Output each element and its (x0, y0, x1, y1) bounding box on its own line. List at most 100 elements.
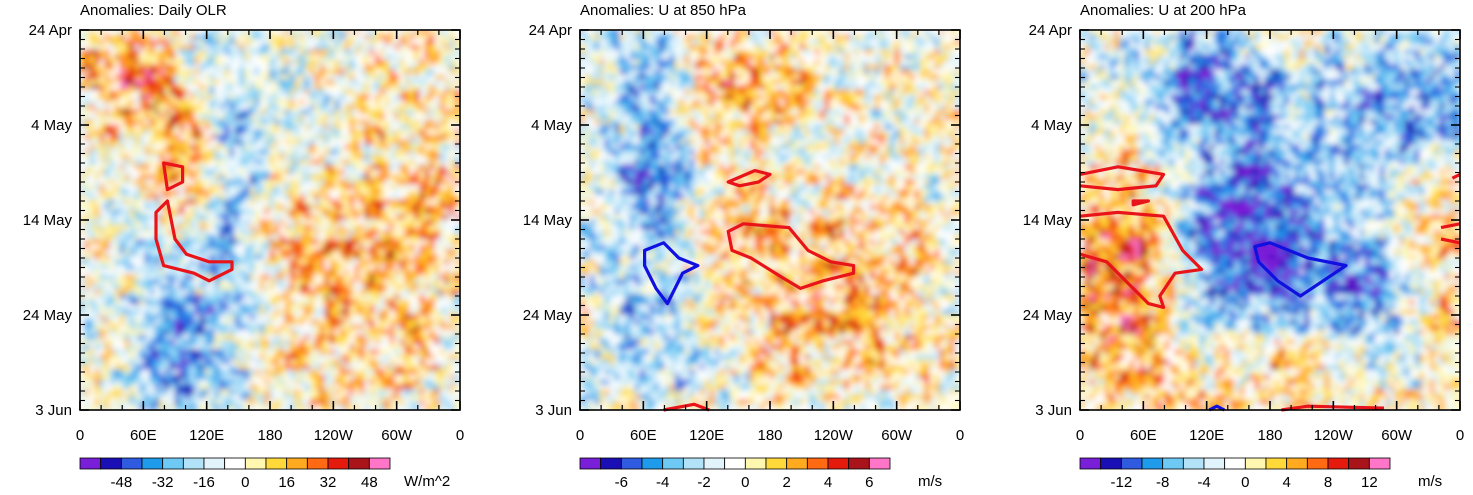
heatmap-field (1080, 30, 1460, 410)
y-tick-label: 14 May (523, 212, 573, 229)
colorbar-swatch (1079, 457, 1102, 470)
x-tick-label: 120W (314, 427, 354, 444)
colorbar-swatch (1203, 457, 1226, 470)
x-tick-label: 180 (1257, 427, 1282, 444)
colorbar-label: -8 (1156, 474, 1169, 491)
colorbar-swatch (682, 457, 705, 470)
x-tick-label: 180 (257, 427, 282, 444)
y-tick-label: 14 May (1023, 212, 1073, 229)
x-tick-label: 60E (630, 427, 657, 444)
colorbar-label: 16 (278, 474, 295, 491)
colorbar-swatch (79, 457, 102, 470)
y-tick-label: 14 May (23, 212, 73, 229)
y-tick-label: 3 Jun (535, 402, 572, 419)
contour-red (1440, 222, 1461, 245)
colorbar-swatch (306, 457, 329, 470)
colorbar-swatch (120, 457, 143, 470)
contour-red (726, 222, 856, 290)
colorbar-swatch (1368, 457, 1391, 470)
colorbar-swatch (368, 457, 391, 470)
contour-lines (1079, 165, 1461, 412)
colorbar-swatch (744, 457, 767, 470)
axis-ticks: 0 60E 120E 180 120W 60W 0 24 Apr 4 May 14 May 24 M… (23, 22, 464, 444)
x-tick-label: 0 (1456, 427, 1464, 444)
colorbar-swatch (327, 457, 350, 470)
contour-red (663, 402, 710, 412)
y-tick-label: 4 May (531, 117, 572, 134)
colorbar-label: 0 (1241, 474, 1249, 491)
y-tick-label: 4 May (1031, 117, 1072, 134)
colorbar-label: 0 (741, 474, 749, 491)
contour-red (1451, 172, 1461, 180)
colorbar-swatch (579, 457, 602, 470)
colorbar-label: -16 (193, 474, 215, 491)
contour-red (154, 199, 234, 283)
colorbar-swatch (100, 457, 122, 470)
colorbar-label: -4 (1197, 474, 1210, 491)
y-tick-label: 24 Apr (29, 22, 72, 39)
colorbar-swatch (1327, 457, 1350, 470)
colorbar-swatch (1162, 457, 1184, 470)
y-tick-label: 3 Jun (35, 402, 72, 419)
colorbar-swatch (224, 457, 246, 470)
y-tick-label: 3 Jun (1035, 402, 1072, 419)
colorbar-swatch (641, 457, 664, 470)
colorbar-swatch (265, 457, 288, 470)
x-tick-label: 0 (956, 427, 964, 444)
colorbar-swatch (786, 457, 808, 470)
colorbar-label: 6 (865, 474, 873, 491)
panel-title: Anomalies: U at 850 hPa (580, 2, 747, 19)
contour-blue (1253, 241, 1348, 298)
colorbar-label: 48 (361, 474, 378, 491)
x-tick-label: 120E (689, 427, 724, 444)
x-tick-label: 60W (881, 427, 913, 444)
colorbar-label: -6 (615, 474, 628, 491)
colorbar-swatch (1224, 457, 1246, 470)
colorbar-swatch (286, 457, 308, 470)
colorbar: -12 -8 -4 0 4 8 12 (1079, 457, 1391, 491)
x-tick-label: 120W (1314, 427, 1354, 444)
contour-red (726, 169, 772, 188)
colorbar-swatch (203, 457, 226, 470)
x-tick-label: 60W (381, 427, 413, 444)
colorbar-swatch (1244, 457, 1267, 470)
panel-title: Anomalies: U at 200 hPa (1080, 2, 1247, 19)
contour-blue (1208, 404, 1226, 412)
colorbar-swatch (348, 457, 370, 470)
x-tick-label: 60W (1381, 427, 1413, 444)
colorbar-swatch (806, 457, 829, 470)
colorbar-swatch (1286, 457, 1308, 470)
x-tick-label: 120W (814, 427, 854, 444)
colorbar-swatch (1348, 457, 1370, 470)
colorbar-label: 4 (1282, 474, 1290, 491)
colorbar-label: -4 (656, 474, 669, 491)
colorbar-units: m/s (918, 473, 942, 490)
colorbar-swatch (1120, 457, 1143, 470)
x-tick-label: 0 (456, 427, 464, 444)
x-tick-label: 60E (130, 427, 157, 444)
colorbar-swatch (868, 457, 891, 470)
colorbar-swatch (662, 457, 684, 470)
colorbar-swatch (1141, 457, 1164, 470)
y-tick-label: 24 Apr (529, 22, 572, 39)
colorbar-label: 4 (824, 474, 832, 491)
contour-red (162, 161, 185, 192)
contour-blue (643, 241, 700, 306)
colorbar-swatch (162, 457, 184, 470)
colorbar-label: 8 (1324, 474, 1332, 491)
panel-u850: Anomalies: U at 850 hPa 0 60E 120E 180 120W 6… (523, 2, 964, 491)
colorbar-units: W/m^2 (404, 473, 450, 490)
contour-red (1131, 199, 1150, 207)
colorbar-label: 12 (1361, 474, 1378, 491)
y-tick-label: 24 May (23, 307, 73, 324)
panel-u200: Anomalies: U at 200 hPa 0 60E 120E 180 120W 6… (1023, 2, 1464, 491)
contour-red (1079, 210, 1204, 309)
heatmap-field (580, 30, 960, 410)
y-tick-label: 24 Apr (1029, 22, 1072, 39)
colorbar-label: -32 (152, 474, 174, 491)
colorbar-swatch (724, 457, 746, 470)
x-tick-label: 0 (576, 427, 584, 444)
contour-red (1281, 404, 1385, 412)
colorbar-swatch (141, 457, 164, 470)
